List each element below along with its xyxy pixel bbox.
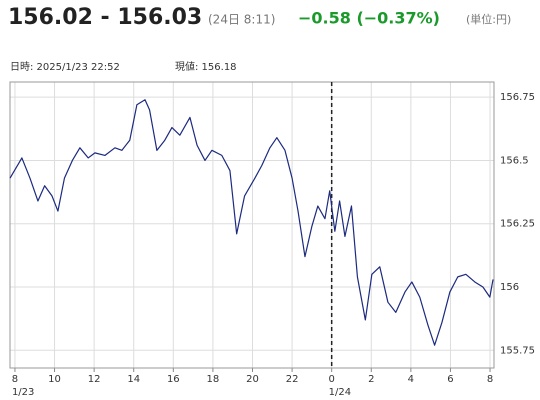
change: −0.58 (−0.37%) — [298, 9, 440, 28]
x-tick-label: 8 — [12, 374, 18, 385]
price-line — [9, 99, 494, 346]
x-tick-label: 6 — [447, 374, 453, 385]
y-tick-label: 155.75 — [500, 345, 535, 356]
x-tick-label: 16 — [167, 374, 180, 385]
info-time: 日時: 2025/1/23 22:52 — [10, 61, 120, 73]
y-tick-label: 156 — [500, 282, 519, 293]
x-tick-label: 8 — [487, 374, 493, 385]
x-tick-label: 4 — [408, 374, 414, 385]
x-tick-label: 0 — [328, 374, 334, 385]
info-price: 現値: 156.18 — [175, 60, 237, 73]
x-tick-label: 2 — [368, 374, 374, 385]
y-tick-label: 156.25 — [500, 219, 535, 230]
x-tick-label: 12 — [88, 374, 101, 385]
unit: (単位:円) — [466, 12, 511, 26]
x-tick-label: 18 — [207, 374, 220, 385]
date-label: 1/23 — [12, 387, 34, 398]
x-tick-label: 20 — [246, 374, 259, 385]
y-tick-label: 156.75 — [500, 92, 535, 103]
plot-frame — [9, 81, 495, 369]
quote: 156.02 - 156.03 — [8, 5, 202, 30]
x-tick-label: 14 — [127, 374, 140, 385]
x-tick-label: 22 — [286, 374, 299, 385]
timestamp: (24日 8:11) — [208, 13, 275, 27]
date-label: 1/24 — [329, 387, 351, 398]
y-tick-label: 156.5 — [500, 155, 529, 166]
x-tick-label: 10 — [48, 374, 61, 385]
